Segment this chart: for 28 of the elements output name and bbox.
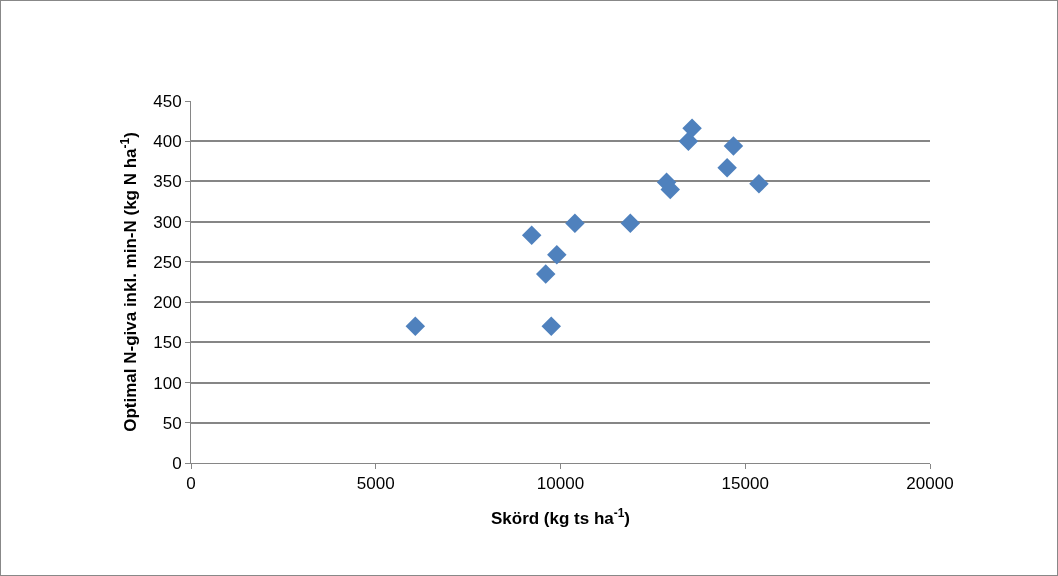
point <box>535 264 556 284</box>
point <box>682 118 702 139</box>
x-tick-label: 10000 <box>536 474 585 494</box>
y-tick-label: 400 <box>153 132 182 152</box>
y-tick-label: 300 <box>153 212 182 232</box>
y-tick-label: 200 <box>153 293 182 313</box>
point <box>723 136 744 156</box>
point <box>749 174 769 194</box>
x-tick-label: 20000 <box>906 474 954 494</box>
y-tick-label: 250 <box>153 252 182 272</box>
y-tick-label: 100 <box>153 373 182 393</box>
point <box>565 213 585 234</box>
point <box>541 316 562 336</box>
point <box>547 244 567 265</box>
point <box>717 158 737 178</box>
point <box>678 131 699 151</box>
x-tick-label: 0 <box>186 474 196 494</box>
point <box>620 213 641 234</box>
point <box>405 316 426 336</box>
y-tick-label: 350 <box>153 172 182 192</box>
x-tick-label: 15000 <box>721 474 769 494</box>
x-tick-label: 5000 <box>356 474 395 494</box>
y-tick-label: 450 <box>153 91 182 111</box>
point <box>521 225 542 246</box>
y-tick-label: 150 <box>153 333 182 353</box>
y-tick-label: 0 <box>172 453 182 473</box>
y-tick-label: 50 <box>162 413 182 433</box>
x-axis-title: Skörd (kg ts ha$^{-1}$) <box>490 505 631 528</box>
